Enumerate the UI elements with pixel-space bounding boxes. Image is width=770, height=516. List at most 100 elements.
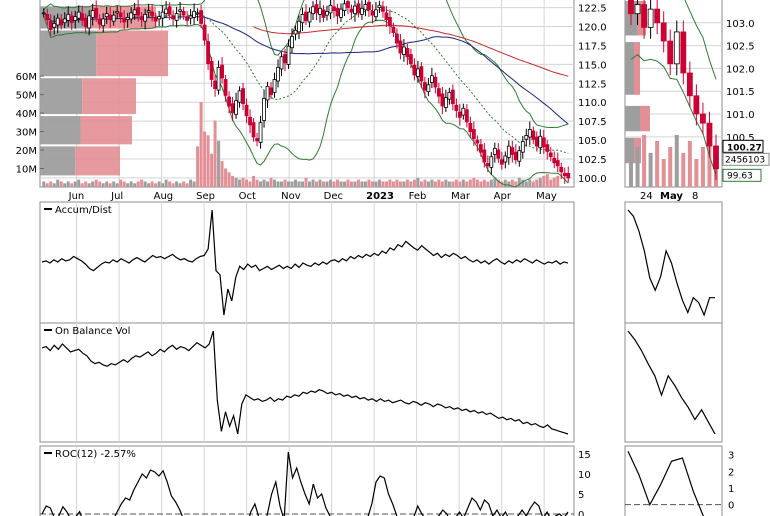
- candle-body: [178, 9, 183, 12]
- volume-bar: [342, 181, 346, 187]
- candle-body: [143, 13, 148, 22]
- volume-bar: [412, 179, 416, 187]
- candle-body: [265, 85, 270, 101]
- candle-body: [506, 145, 511, 158]
- candle-body: [111, 14, 116, 22]
- candle-body: [398, 40, 403, 54]
- volume-bar: [335, 179, 339, 187]
- volume-bar: [276, 181, 280, 187]
- volume-bar: [700, 147, 705, 187]
- candle-body: [429, 75, 434, 83]
- volume-bar: [220, 161, 224, 187]
- candle-body: [321, 9, 326, 18]
- candle-body: [269, 87, 273, 96]
- candle-body: [489, 156, 494, 168]
- volume-bar: [213, 120, 217, 187]
- candle-body: [412, 64, 417, 76]
- volume-by-price-bar-up: [40, 146, 76, 176]
- volume-bar: [136, 181, 140, 187]
- roc-tick-label: 1: [728, 484, 734, 495]
- volume-by-price-bar-up: [40, 78, 83, 115]
- candle-body: [108, 14, 113, 21]
- volume-bar: [91, 181, 95, 187]
- price-tick-label: 103.0: [726, 19, 755, 30]
- volume-bar: [252, 175, 256, 187]
- volume-bar: [496, 179, 500, 187]
- candle-body: [478, 144, 483, 153]
- volume-bar: [98, 181, 102, 187]
- volume-bar: [133, 183, 137, 187]
- candle-body: [492, 147, 497, 155]
- candle-body: [433, 76, 438, 88]
- price-y-axis-labels: 122.5 120.0 117.5 115.0 112.5 110.0 107.5 105.0…: [578, 4, 607, 185]
- candle-body: [680, 31, 687, 74]
- on-balance-vol-title-group: On Balance Vol: [44, 326, 130, 337]
- candle-body: [457, 111, 462, 118]
- accum-dist-series: [41, 209, 715, 317]
- volume-axis-labels: 60M 50M 40M 30M 20M 10M: [16, 72, 44, 176]
- zoom-price-axis-labels: 103.0 102.5 102.0 101.5 101.0 100.5: [726, 19, 755, 144]
- candle-body: [45, 13, 50, 21]
- candle-body: [66, 13, 71, 21]
- candle-body: [541, 137, 546, 148]
- obv-panel-frame: [39, 322, 575, 443]
- accum-dist-title-group: Accum/Dist: [44, 205, 112, 216]
- candle-body: [660, 22, 667, 42]
- volume-bar: [290, 181, 294, 187]
- candle-body: [405, 48, 410, 58]
- candle-body: [41, 12, 46, 15]
- candle-body: [552, 157, 557, 164]
- candle-body: [510, 147, 515, 155]
- price-candles: [41, 0, 571, 184]
- candle-body: [258, 122, 263, 143]
- volume-bar: [175, 181, 179, 187]
- volume-bar: [531, 181, 535, 187]
- roc-tick-label: 2: [728, 467, 734, 478]
- volume-bar: [161, 183, 165, 187]
- month-tick-label: Jul: [110, 191, 123, 202]
- candle-body: [388, 17, 392, 27]
- volume-bar: [349, 181, 353, 187]
- volume-bar: [294, 179, 298, 187]
- candle-body: [468, 123, 473, 133]
- zoom-x-axis-labels: 24 May 8: [640, 191, 698, 202]
- volume-by-price-bar-up: [625, 137, 635, 164]
- volume-bar: [283, 179, 287, 187]
- candle-body: [153, 17, 158, 22]
- volume-bar: [707, 135, 712, 187]
- volume-bar: [45, 183, 49, 187]
- bollinger-upper-band: [43, 0, 569, 129]
- candle-body: [97, 18, 102, 25]
- candle-body: [160, 11, 165, 19]
- candle-body: [290, 35, 294, 49]
- candle-body: [300, 13, 305, 24]
- volume-by-price-bar-up: [625, 105, 640, 132]
- candle-body: [195, 12, 200, 15]
- candle-body: [409, 54, 413, 64]
- price-tick-label: 117.5: [578, 41, 607, 52]
- volume-bar: [648, 153, 653, 187]
- candle-body: [377, 4, 382, 8]
- volume-bar: [87, 183, 91, 187]
- volume-bar: [360, 181, 364, 187]
- volume-bar: [681, 153, 686, 187]
- candle-body: [237, 90, 242, 103]
- candle-body: [167, 6, 172, 15]
- price-tick-label: 102.5: [726, 42, 755, 53]
- month-tick-label: Feb: [409, 191, 427, 202]
- zoom-date-tick-label: 8: [692, 191, 698, 202]
- candle-body: [76, 11, 81, 19]
- candle-body: [654, 8, 661, 24]
- volume-bar: [189, 179, 193, 187]
- volume-bar: [157, 181, 161, 187]
- zoom-date-tick-label: May: [660, 191, 683, 202]
- volume-bar: [304, 177, 308, 187]
- volume-bar: [687, 141, 692, 187]
- price-tick-label: 100.5: [726, 133, 755, 144]
- month-tick-label: Mar: [451, 191, 471, 202]
- volume-bar: [227, 172, 231, 187]
- candle-body: [450, 89, 455, 105]
- candle-body: [360, 7, 364, 15]
- volume-bar: [458, 181, 462, 187]
- candle-body: [426, 84, 431, 93]
